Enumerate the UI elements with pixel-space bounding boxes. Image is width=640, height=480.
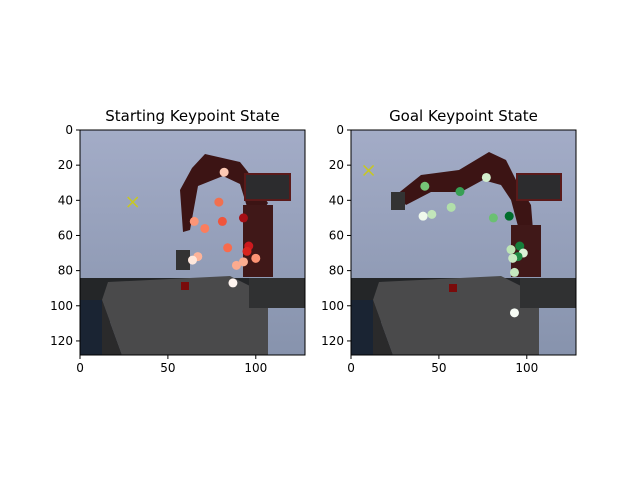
- start-keypoint: [251, 253, 261, 263]
- goal-keypoint: [420, 181, 430, 191]
- start-keypoint: [238, 257, 248, 267]
- start-keypoint: [217, 216, 227, 226]
- goal-y-tick-label: 20: [329, 158, 344, 172]
- goal-keypoint: [427, 209, 437, 219]
- start-y-tick-label: 60: [58, 228, 73, 242]
- goal-plot-frame: [350, 129, 577, 356]
- goal-x-tick-label: 50: [431, 361, 446, 375]
- goal-keypoint: [446, 202, 456, 212]
- start-keypoint: [231, 260, 241, 270]
- goal-x-tick-label: 0: [347, 361, 355, 375]
- start-panel-title: Starting Keypoint State: [105, 107, 280, 125]
- start-x-ticks: 0 50 100: [76, 355, 267, 375]
- goal-keypoint: [455, 187, 465, 197]
- start-y-tick-label: 80: [58, 264, 73, 278]
- goal-keypoint: [509, 308, 519, 318]
- start-y-tick-label: 100: [50, 299, 73, 313]
- goal-keypoint: [515, 241, 525, 251]
- goal-target-cross-marker: [363, 164, 375, 176]
- goal-y-tick-label: 60: [329, 228, 344, 242]
- start-keypoint: [200, 223, 210, 233]
- start-keypoint: [242, 246, 252, 256]
- start-y-tick-label: 40: [58, 193, 73, 207]
- start-keypoints: [127, 167, 261, 288]
- goal-robot-scene-image: [351, 130, 576, 355]
- start-y-ticks: 0 20 40 60 80 100 120: [50, 123, 80, 348]
- start-robot-scene-image: [80, 130, 305, 355]
- start-x-tick-label: 0: [76, 361, 84, 375]
- start-x-tick-label: 100: [244, 361, 267, 375]
- start-y-tick-label: 120: [50, 334, 73, 348]
- start-keypoint: [223, 243, 233, 253]
- goal-keypoint: [508, 253, 518, 263]
- goal-keypoint: [506, 245, 516, 255]
- goal-keypoints: [363, 164, 528, 318]
- start-keypoint: [214, 197, 224, 207]
- start-x-tick-label: 50: [160, 361, 175, 375]
- goal-keypoint: [418, 211, 428, 221]
- goal-y-tick-label: 40: [329, 193, 344, 207]
- start-y-tick-label: 20: [58, 158, 73, 172]
- goal-panel: Goal Keypoint State 0 50 100 0 20 40 60 80 100 1…: [321, 107, 577, 375]
- goal-keypoint: [509, 267, 519, 277]
- start-keypoint: [228, 278, 238, 288]
- start-keypoint: [188, 255, 197, 265]
- start-plot-frame: [79, 129, 306, 356]
- start-target-cross-marker: [127, 196, 139, 208]
- start-keypoint: [189, 216, 199, 226]
- goal-keypoint: [488, 213, 498, 223]
- goal-panel-title: Goal Keypoint State: [389, 107, 538, 125]
- start-panel: Starting Keypoint State 0 50 100 0 20 40 60 80…: [50, 107, 306, 375]
- start-keypoint: [219, 167, 229, 177]
- goal-y-tick-label: 80: [329, 264, 344, 278]
- goal-keypoint: [504, 211, 514, 221]
- goal-y-ticks: 0 20 40 60 80 100 120: [321, 123, 351, 348]
- goal-keypoint: [481, 172, 491, 182]
- goal-x-ticks: 0 50 100: [347, 355, 538, 375]
- goal-y-tick-label: 120: [321, 334, 344, 348]
- goal-x-tick-label: 100: [515, 361, 538, 375]
- start-y-tick-label: 0: [65, 123, 73, 137]
- start-keypoint: [238, 213, 248, 223]
- goal-y-tick-label: 0: [336, 123, 344, 137]
- goal-y-tick-label: 100: [321, 299, 344, 313]
